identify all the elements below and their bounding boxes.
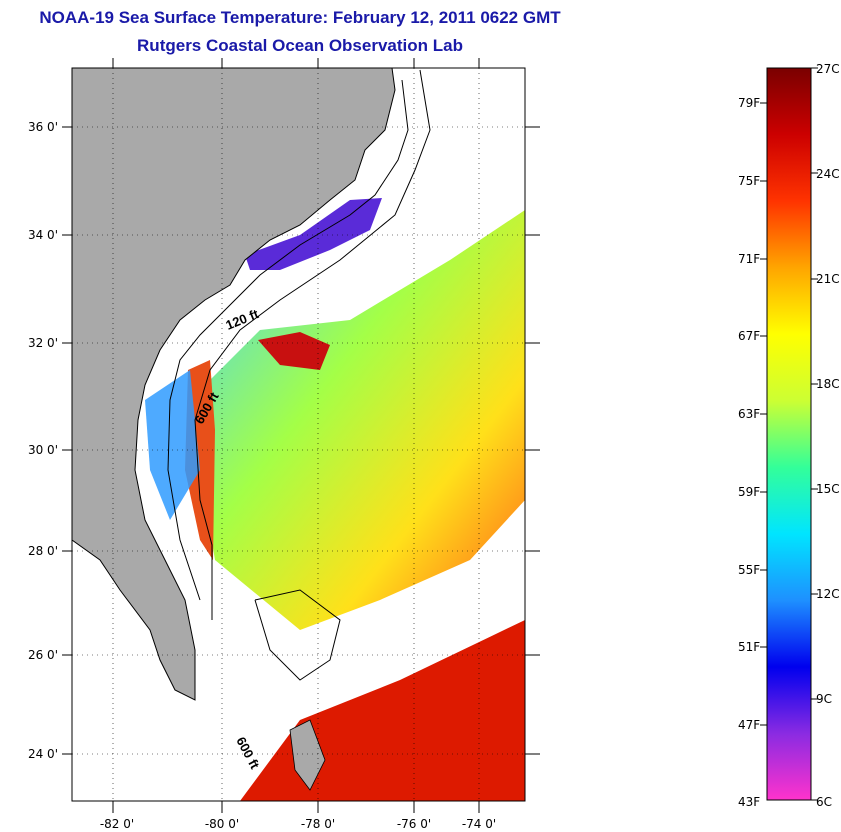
fahrenheit-label: 67F	[738, 329, 760, 343]
celsius-label: 27C	[816, 62, 840, 76]
cool-shelf-water	[145, 370, 200, 520]
celsius-label: 6C	[816, 795, 832, 809]
lat-label: 24 0'	[28, 747, 58, 761]
colorbar-ticks	[760, 67, 818, 801]
lon-label: -74 0'	[462, 817, 496, 831]
celsius-label: 21C	[816, 272, 840, 286]
lat-label: 26 0'	[28, 648, 58, 662]
fahrenheit-label: 59F	[738, 485, 760, 499]
fahrenheit-label: 51F	[738, 640, 760, 654]
lat-label: 34 0'	[28, 228, 58, 242]
sst-swath	[200, 210, 525, 630]
celsius-label: 24C	[816, 167, 840, 181]
map-subtitle: Rutgers Coastal Ocean Observation Lab	[137, 36, 463, 55]
lon-label: -82 0'	[100, 817, 134, 831]
fahrenheit-label: 55F	[738, 563, 760, 577]
celsius-label: 15C	[816, 482, 840, 496]
graticule	[72, 68, 525, 801]
lon-label: -80 0'	[205, 817, 239, 831]
fahrenheit-label: 47F	[738, 718, 760, 732]
map-title: NOAA-19 Sea Surface Temperature: Februar…	[39, 8, 561, 27]
celsius-label: 12C	[816, 587, 840, 601]
fahrenheit-label: 79F	[738, 96, 760, 110]
lat-label: 32 0'	[28, 336, 58, 350]
celsius-label: 9C	[816, 692, 832, 706]
lon-label: -78 0'	[301, 817, 335, 831]
lat-label: 28 0'	[28, 544, 58, 558]
map-frame	[71, 67, 526, 802]
warm-eddy	[258, 332, 330, 370]
fahrenheit-label: 43F	[738, 795, 760, 809]
contour-islands	[254, 589, 341, 681]
florida-keys	[289, 719, 326, 791]
lat-label: 36 0'	[28, 120, 58, 134]
fahrenheit-label: 75F	[738, 174, 760, 188]
fahrenheit-label: 63F	[738, 407, 760, 421]
axis-ticks	[62, 58, 540, 813]
contour-600ft-line	[194, 69, 431, 620]
celsius-label: 18C	[816, 377, 840, 391]
lon-label: -76 0'	[397, 817, 431, 831]
us-coast-land	[71, 67, 396, 701]
fahrenheit-label: 71F	[738, 252, 760, 266]
colorbar-gradient	[766, 67, 812, 801]
contour-120ft-line	[167, 79, 409, 601]
lat-label: 30 0'	[28, 443, 58, 457]
